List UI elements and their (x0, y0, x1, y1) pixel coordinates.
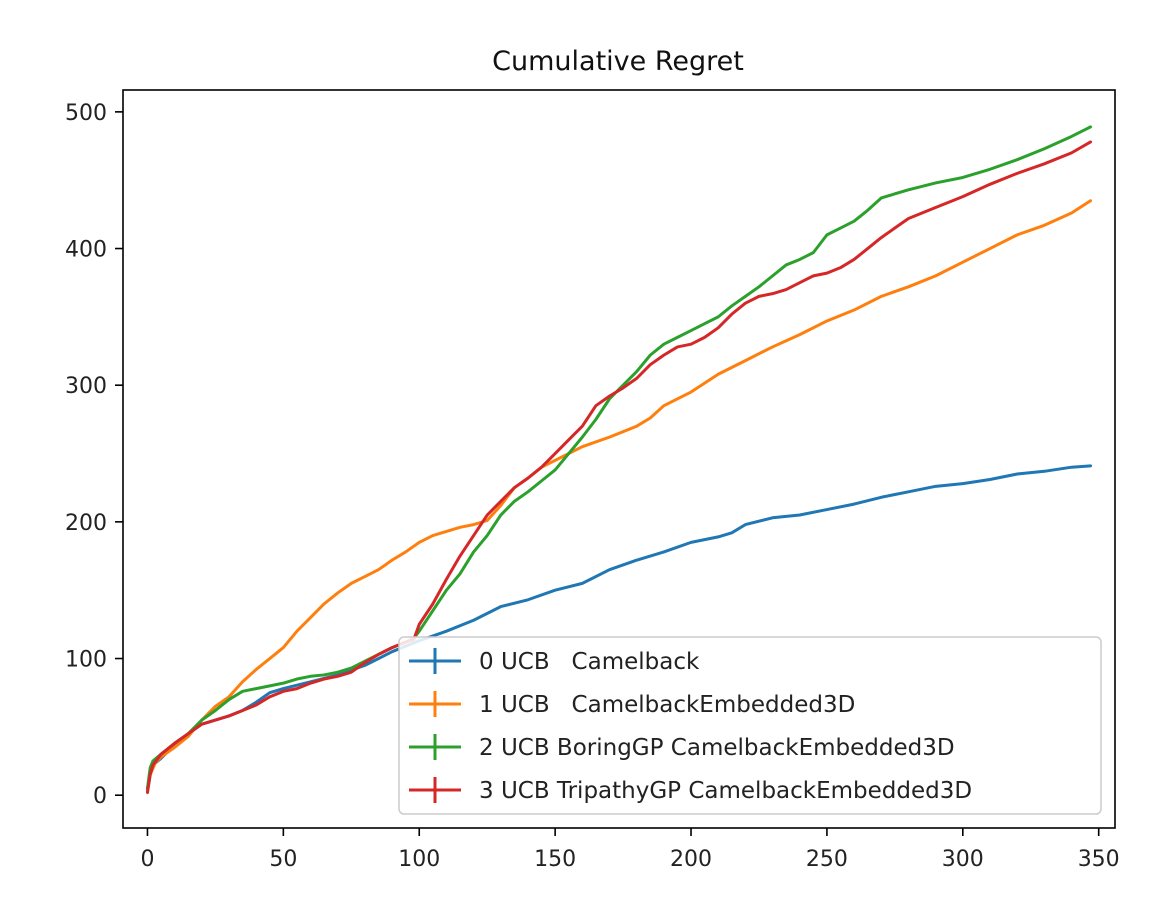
series-layer (145, 125, 1093, 794)
legend-label-0: 0 UCB Camelback (479, 649, 700, 675)
legend-box (398, 636, 1102, 815)
y-tick-label-5: 500 (65, 101, 107, 126)
x-tick-label-3: 150 (534, 847, 576, 872)
y-axis: 0 100 200 300 400 500 (65, 101, 123, 809)
plot-frame (122, 89, 1116, 829)
series-line-1 (145, 199, 1093, 793)
x-tick-label-7: 350 (1078, 847, 1120, 872)
y-tick-label-0: 0 (93, 784, 107, 809)
series-line-2 (145, 125, 1093, 790)
legend: 0 UCB Camelback 1 UCB CamelbackEmbedded3D… (398, 636, 1102, 815)
x-tick-label-6: 300 (942, 847, 984, 872)
x-tick-label-5: 250 (806, 847, 848, 872)
x-tick-label-1: 50 (269, 847, 297, 872)
x-tick-label-4: 200 (670, 847, 712, 872)
series-line-3 (145, 140, 1093, 794)
x-tick-label-2: 100 (398, 847, 440, 872)
legend-label-1: 1 UCB CamelbackEmbedded3D (479, 692, 855, 718)
x-tick-label-0: 0 (140, 847, 154, 872)
y-tick-label-2: 200 (65, 511, 107, 536)
y-tick-label-1: 100 (65, 648, 107, 673)
y-tick-label-4: 400 (65, 238, 107, 263)
chart-title: Cumulative Regret (492, 46, 744, 77)
legend-label-3: 3 UCB TripathyGP CamelbackEmbedded3D (479, 778, 972, 804)
legend-label-2: 2 UCB BoringGP CamelbackEmbedded3D (479, 735, 955, 761)
x-axis: 0 50 100 150 200 250 300 350 (140, 828, 1120, 872)
y-tick-label-3: 300 (65, 374, 107, 399)
